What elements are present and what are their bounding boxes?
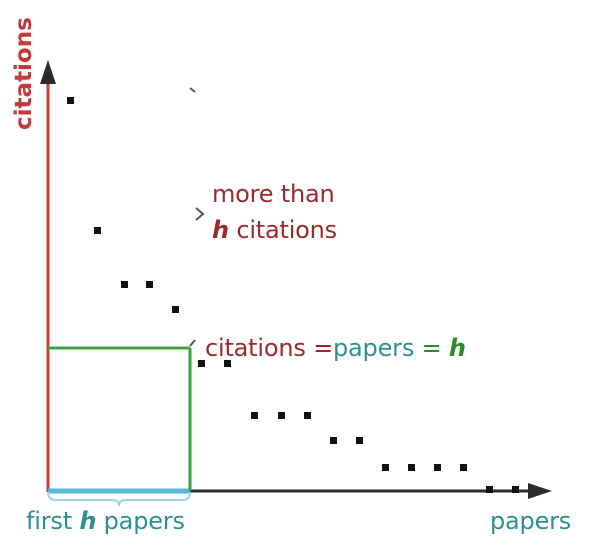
more-than-label-line1: more than <box>212 180 335 208</box>
data-point <box>434 464 441 471</box>
data-point <box>146 281 153 288</box>
first-h-papers-label: first h papers <box>26 507 185 535</box>
data-point <box>460 464 467 471</box>
data-point <box>224 360 231 367</box>
more-than-h-symbol: h <box>212 216 229 244</box>
data-point <box>304 412 311 419</box>
equality-pointer <box>189 339 196 347</box>
more-than-citations-text: citations <box>228 216 337 244</box>
data-point <box>94 227 101 234</box>
data-point <box>486 486 493 493</box>
data-point <box>512 486 519 493</box>
first-h-symbol: h <box>79 507 97 535</box>
equality-h-symbol: h <box>448 334 466 362</box>
data-point <box>198 360 205 367</box>
x-axis-arrowhead <box>528 483 552 499</box>
more-than-bracket-tick <box>195 207 205 221</box>
data-point <box>330 437 337 444</box>
x-axis-label: papers <box>490 507 572 535</box>
more-than-label-line2: h citations <box>212 216 337 244</box>
data-point <box>172 306 179 313</box>
data-point <box>121 281 128 288</box>
equality-papers: papers <box>333 334 415 362</box>
data-point <box>67 97 74 104</box>
equality-equals-1: = <box>305 334 334 362</box>
data-point <box>278 412 285 419</box>
data-point <box>408 464 415 471</box>
y-axis-arrowhead <box>40 60 56 84</box>
first-h-brace <box>47 491 191 507</box>
y-axis-label: citations <box>11 17 37 130</box>
data-point <box>356 437 363 444</box>
more-than-pointer <box>189 87 196 93</box>
data-point <box>382 464 389 471</box>
equality-citations: citations <box>205 334 306 362</box>
equality-label: citations =papers = h <box>205 334 466 362</box>
data-point <box>251 412 258 419</box>
first-prefix: first <box>26 507 80 535</box>
first-suffix: papers <box>96 507 185 535</box>
equality-equals-2: = <box>414 334 449 362</box>
